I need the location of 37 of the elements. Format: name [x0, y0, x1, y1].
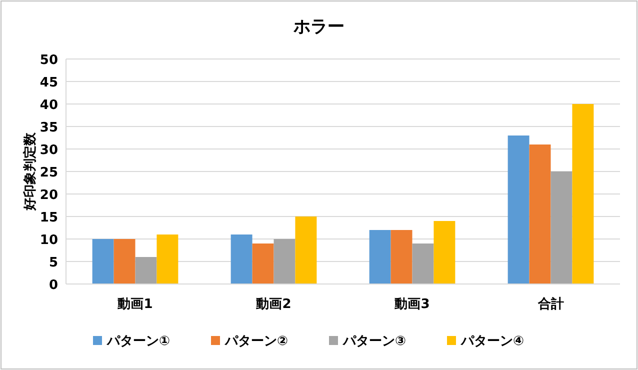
y-tick-label: 40: [40, 98, 58, 113]
bar: [274, 239, 296, 284]
bar: [92, 239, 114, 284]
bar: [529, 144, 551, 284]
bar: [572, 104, 594, 284]
y-tick-label: 30: [40, 143, 58, 158]
y-tick-label: 0: [48, 278, 58, 293]
legend-label: パターン④: [460, 334, 524, 349]
bar: [230, 234, 252, 284]
y-tick-label: 35: [40, 120, 58, 136]
bar: [156, 234, 178, 284]
legend-label: パターン③: [342, 334, 406, 349]
y-tick-label: 45: [40, 76, 58, 90]
bar: [369, 230, 391, 284]
legend-label: パターン②: [224, 334, 288, 349]
x-tick-label: 動画2: [255, 297, 292, 312]
bar: [412, 244, 434, 284]
bar: [295, 216, 317, 284]
chart-title: ホラー: [292, 17, 344, 37]
y-tick-label: 15: [40, 210, 58, 226]
bar: [252, 244, 274, 284]
y-tick-label: 20: [40, 188, 58, 203]
bar: [135, 257, 157, 284]
bar: [508, 136, 530, 284]
y-tick-label: 50: [40, 53, 58, 68]
bar: [390, 230, 412, 284]
x-tick-label: 合計: [536, 296, 564, 312]
y-tick-label: 25: [40, 166, 58, 180]
bar: [114, 239, 136, 284]
bar: [434, 221, 456, 284]
legend-label: パターン①: [106, 334, 170, 349]
y-axis-title: 好印象判定数: [22, 132, 38, 212]
y-tick-label: 5: [48, 256, 58, 270]
x-tick-label: 動画3: [394, 297, 430, 312]
bar: [550, 172, 572, 284]
y-tick-label: 10: [40, 233, 58, 248]
x-tick-label: 動画1: [116, 297, 153, 312]
